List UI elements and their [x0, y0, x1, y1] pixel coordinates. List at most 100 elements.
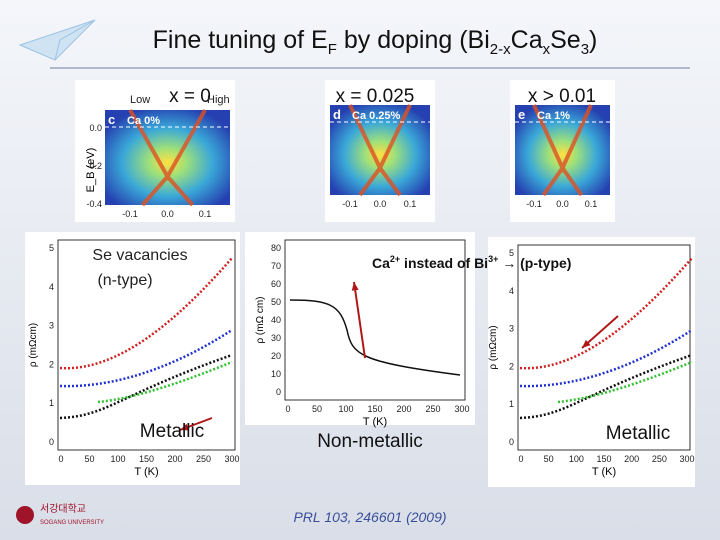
annotation: Metallic [606, 423, 670, 444]
dispersion [532, 104, 593, 197]
panel-label: x = 0 [169, 86, 211, 107]
arpes-y-label: E_B (eV) [85, 148, 97, 193]
x-tick-label: 0 [58, 454, 63, 464]
y-tick-label: 50 [271, 297, 281, 307]
x-tick-label: 100 [569, 454, 584, 464]
curve [59, 353, 233, 420]
curve [59, 328, 233, 388]
arpes-y-tick: -0.2 [86, 161, 102, 171]
y-tick-label: 30 [271, 333, 281, 343]
arpes-x-tick: 0.1 [585, 199, 598, 209]
arpes-x-tick: 0.1 [404, 199, 417, 209]
curve [519, 257, 693, 370]
sample-tag: d [333, 107, 341, 122]
y-axis-label: ρ (mΩcm) [488, 325, 499, 369]
arrow-head [582, 339, 591, 348]
arpes-image [330, 105, 430, 195]
x-axis-label: T (K) [134, 466, 158, 478]
x-tick-label: 250 [652, 454, 667, 464]
arpes-x-tick: 0.0 [556, 199, 569, 209]
x-tick-label: 300 [679, 454, 694, 464]
logo: 서강대학교 SOGANG UNIVERSITY [16, 503, 104, 526]
arpes-image [515, 105, 610, 195]
y-axis-label: ρ (mΩ cm) [255, 296, 266, 343]
arpes-x-tick: -0.1 [122, 209, 138, 219]
arrow-head [351, 282, 359, 291]
sample-tag: e [518, 107, 525, 122]
y-tick-label: 10 [271, 369, 281, 379]
arpes-x-tick: 0.0 [161, 209, 174, 219]
x-tick-label: 0 [285, 404, 290, 414]
curve [519, 353, 693, 420]
arpes-x-tick: 0.1 [199, 209, 212, 219]
x-tick-label: 300 [454, 404, 469, 414]
arpes-image [105, 110, 230, 205]
plot-frame [57, 239, 236, 451]
y-tick-label: 0 [49, 437, 54, 447]
arpes-high: High [207, 94, 230, 106]
dispersion [348, 104, 412, 197]
arpes-x-tick: -0.1 [526, 199, 542, 209]
y-tick-label: 60 [271, 279, 281, 289]
curve [97, 360, 233, 404]
x-tick-label: 200 [167, 454, 182, 464]
plot-background [25, 232, 240, 485]
x-tick-label: 100 [110, 454, 125, 464]
annotation: Ca2+ instead of Bi3+ → (p-type) [372, 254, 571, 271]
y-tick-label: 20 [271, 351, 281, 361]
y-tick-label: 0 [276, 387, 281, 397]
plot-frame [517, 244, 691, 451]
arpes-low: Low [130, 94, 150, 106]
x-tick-label: 50 [84, 454, 94, 464]
y-tick-label: 3 [49, 321, 54, 331]
x-tick-label: 200 [624, 454, 639, 464]
y-tick-label: 80 [271, 243, 281, 253]
x-axis-label: T (K) [363, 416, 387, 428]
x-tick-label: 300 [224, 454, 239, 464]
sample-name: Ca 0.25% [352, 110, 401, 122]
x-tick-label: 150 [596, 454, 611, 464]
x-tick-label: 150 [139, 454, 154, 464]
citation: PRL 103, 246601 (2009) [293, 509, 446, 525]
annotation: Metallic [140, 421, 204, 442]
annotation: Se vacancies [92, 247, 187, 264]
arpes-x-tick: -0.1 [342, 199, 358, 209]
panel-label: x = 0.025 [336, 86, 415, 107]
logo-korean: 서강대학교 [40, 503, 86, 515]
sample-tag: c [108, 112, 115, 127]
arrow [353, 281, 366, 359]
y-tick-label: 0 [509, 437, 514, 447]
x-tick-label: 250 [425, 404, 440, 414]
sample-name: Ca 1% [537, 110, 570, 122]
panel-label: x > 0.01 [528, 86, 596, 107]
y-tick-label: 2 [49, 359, 54, 369]
annotation: Non-metallic [317, 431, 423, 452]
curve [59, 257, 233, 370]
x-tick-label: 200 [396, 404, 411, 414]
y-tick-label: 5 [49, 243, 54, 253]
arrow-head [180, 423, 189, 431]
annotation: (n-type) [97, 272, 152, 289]
curve [289, 299, 461, 376]
y-tick-label: 70 [271, 261, 281, 271]
y-tick-label: 4 [509, 286, 514, 296]
x-tick-label: 250 [196, 454, 211, 464]
x-axis-label: T (K) [592, 466, 616, 478]
y-tick-label: 1 [509, 399, 514, 409]
arpes-y-tick: -0.4 [86, 199, 102, 209]
plot-background [488, 237, 695, 487]
sample-name: Ca 0% [127, 115, 160, 127]
x-tick-label: 50 [312, 404, 322, 414]
y-tick-label: 2 [509, 361, 514, 371]
arpes-panels: c Ca 0% -0.1 0.0 0.1 x = 0 d Ca 0.25% -0.1 0.0 0.1… [75, 80, 615, 222]
y-axis-label: ρ (mΩcm) [28, 323, 39, 367]
logo-mark [16, 506, 34, 524]
paper-plane [18, 19, 96, 61]
y-tick-label: 1 [49, 398, 54, 408]
logo-english: SOGANG UNIVERSITY [40, 520, 104, 526]
y-tick-label: 40 [271, 315, 281, 325]
arpes-y-tick: 0.0 [89, 123, 102, 133]
plot-frame [284, 239, 466, 401]
